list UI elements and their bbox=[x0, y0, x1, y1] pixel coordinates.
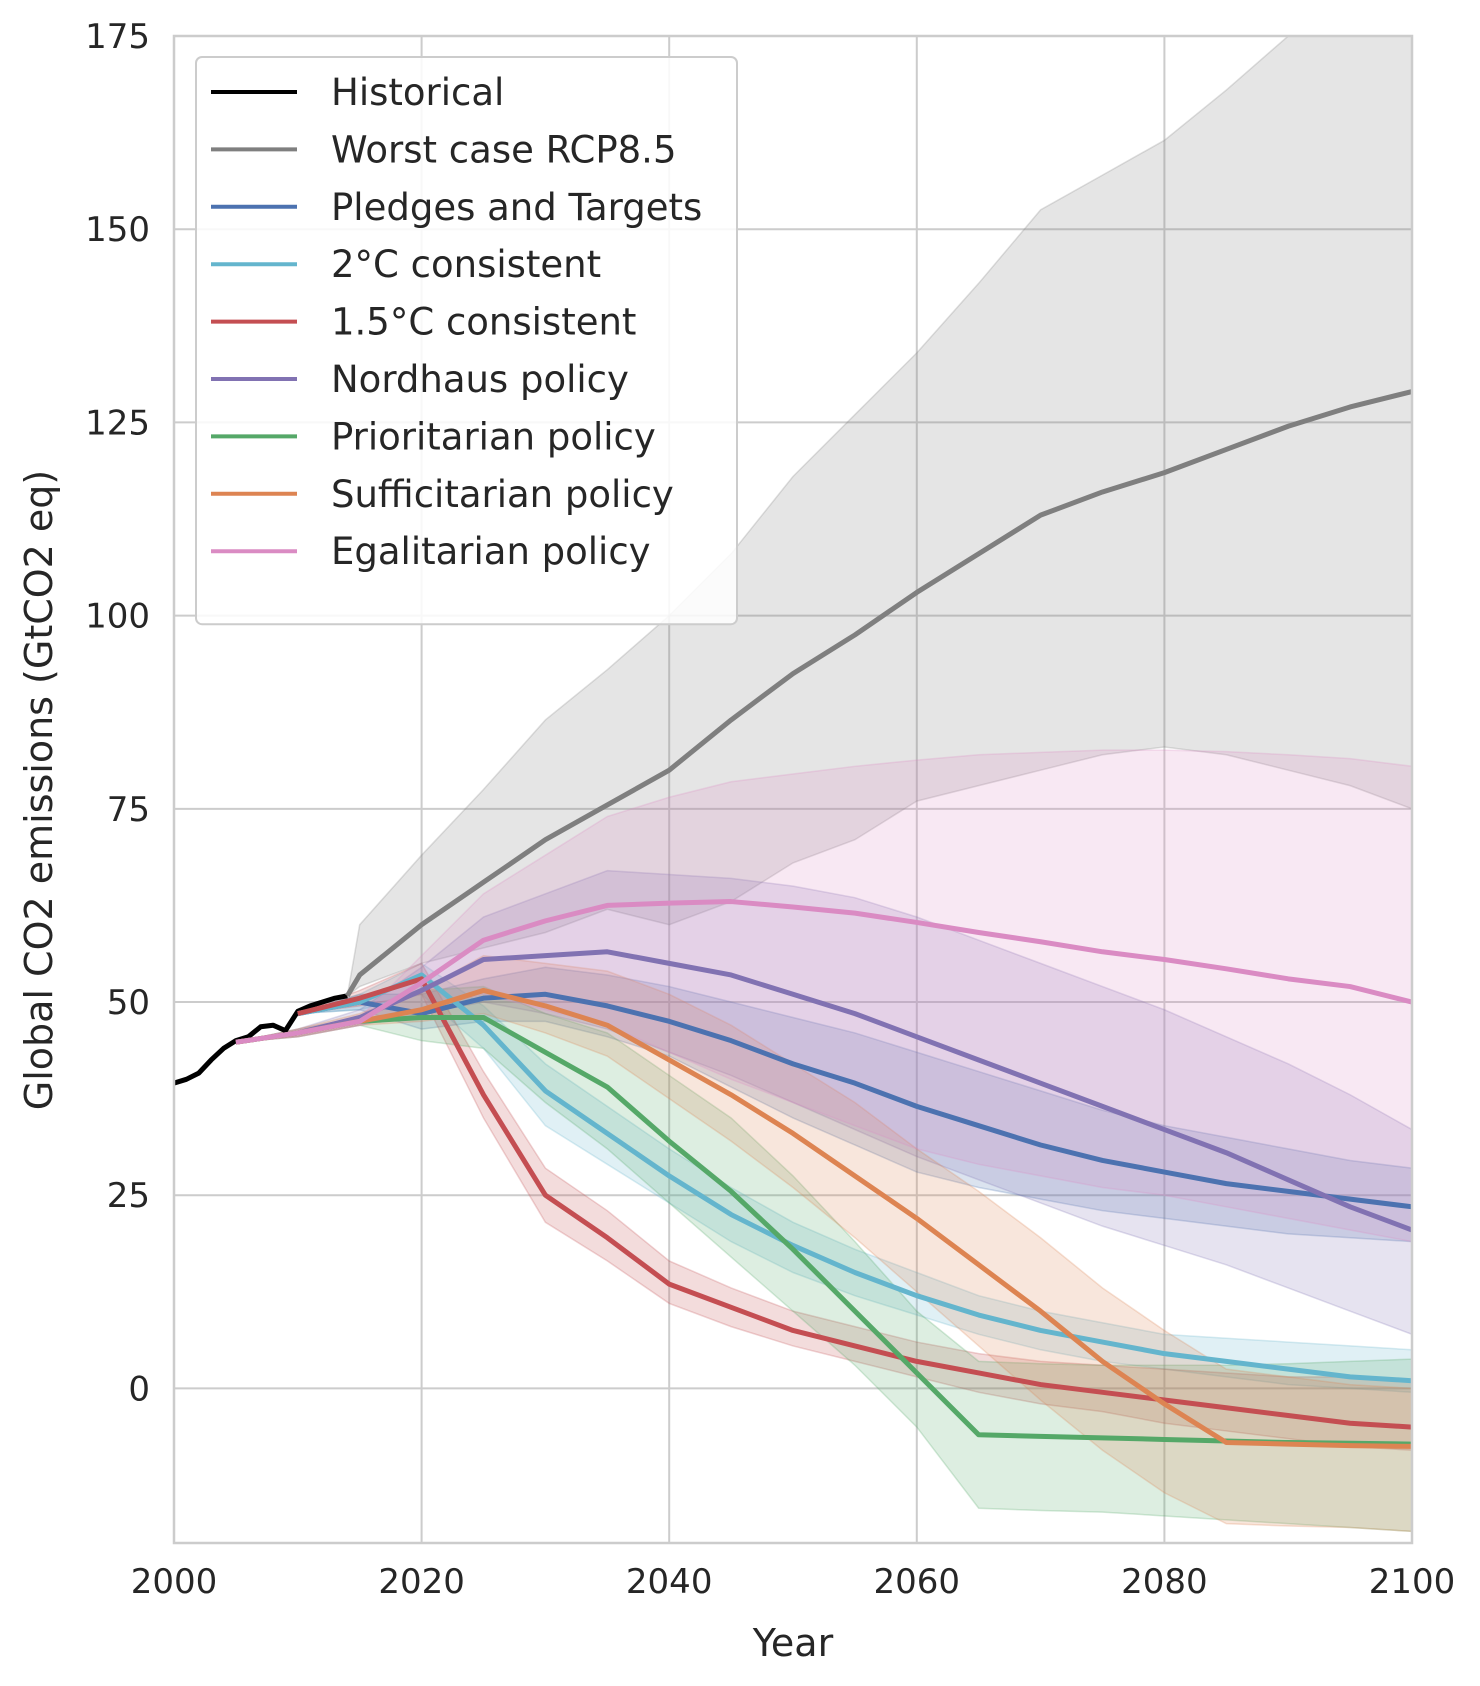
x-tick-labels: 2000 2020 2040 2060 2080 2100 bbox=[131, 1562, 1456, 1602]
legend: Historical Worst case RCP8.5 Pledges and T… bbox=[195, 56, 738, 626]
historical-line bbox=[174, 993, 348, 1086]
y-tick-label: 175 bbox=[85, 17, 150, 57]
sufficitarian-policy-band bbox=[235, 954, 1412, 1533]
legend-label-nordhaus-policy: Nordhaus policy bbox=[331, 358, 629, 401]
x-tick-label: 2000 bbox=[131, 1562, 218, 1602]
2c-consistent-band bbox=[297, 962, 1412, 1394]
y-tick-label: 125 bbox=[85, 403, 150, 443]
y-tick-labels: 0 25 50 75 100 125 150 175 bbox=[85, 17, 150, 1409]
y-tick-label: 75 bbox=[107, 790, 150, 830]
nordhaus-policy-line bbox=[235, 949, 1412, 1233]
legend-label-2c-consistent: 2°C consistent bbox=[331, 243, 601, 286]
y-tick-label: 100 bbox=[85, 597, 150, 637]
prioritarian-policy-line bbox=[235, 1014, 1412, 1447]
sufficitarian-policy-line bbox=[235, 987, 1412, 1449]
legend-label-pledges-and-targets: Pledges and Targets bbox=[331, 186, 702, 229]
legend-box bbox=[195, 56, 738, 626]
worst-case-rcp8-5-line bbox=[345, 389, 1412, 998]
pledges-and-targets-line bbox=[297, 991, 1412, 1210]
x-tick-label: 2040 bbox=[626, 1562, 713, 1602]
egalitarian-policy-line bbox=[235, 899, 1412, 1045]
legend-label-historical: Historical bbox=[331, 71, 504, 114]
series-lines bbox=[174, 389, 1412, 1449]
y-tick-label: 150 bbox=[85, 210, 150, 250]
legend-label-sufficitarian-policy: Sufficitarian policy bbox=[331, 473, 674, 516]
y-axis-label: Global CO2 emissions (GtCO2 eq) bbox=[17, 470, 61, 1111]
legend-label-prioritarian-policy: Prioritarian policy bbox=[331, 415, 656, 458]
x-tick-label: 2100 bbox=[1369, 1562, 1456, 1602]
x-axis-label: Year bbox=[752, 1621, 834, 1665]
2c-consistent-line bbox=[297, 972, 1412, 1384]
1-5c-consistent-line bbox=[297, 976, 1412, 1430]
legend-label-worst-case-rcp8-5: Worst case RCP8.5 bbox=[331, 128, 676, 171]
y-tick-label: 50 bbox=[107, 983, 150, 1023]
egalitarian-policy-band bbox=[235, 749, 1412, 1243]
x-tick-label: 2020 bbox=[378, 1562, 465, 1602]
legend-label-egalitarian-policy: Egalitarian policy bbox=[331, 530, 651, 573]
y-tick-label: 25 bbox=[107, 1176, 150, 1216]
plot-frame bbox=[172, 34, 1414, 1545]
legend-label-1-5c-consistent: 1.5°C consistent bbox=[331, 301, 636, 344]
pledges-and-targets-band bbox=[297, 966, 1412, 1243]
y-tick-label: 0 bbox=[128, 1369, 150, 1409]
x-tick-label: 2060 bbox=[874, 1562, 961, 1602]
x-tick-label: 2080 bbox=[1121, 1562, 1208, 1602]
1-5c-consistent-band bbox=[297, 962, 1412, 1452]
